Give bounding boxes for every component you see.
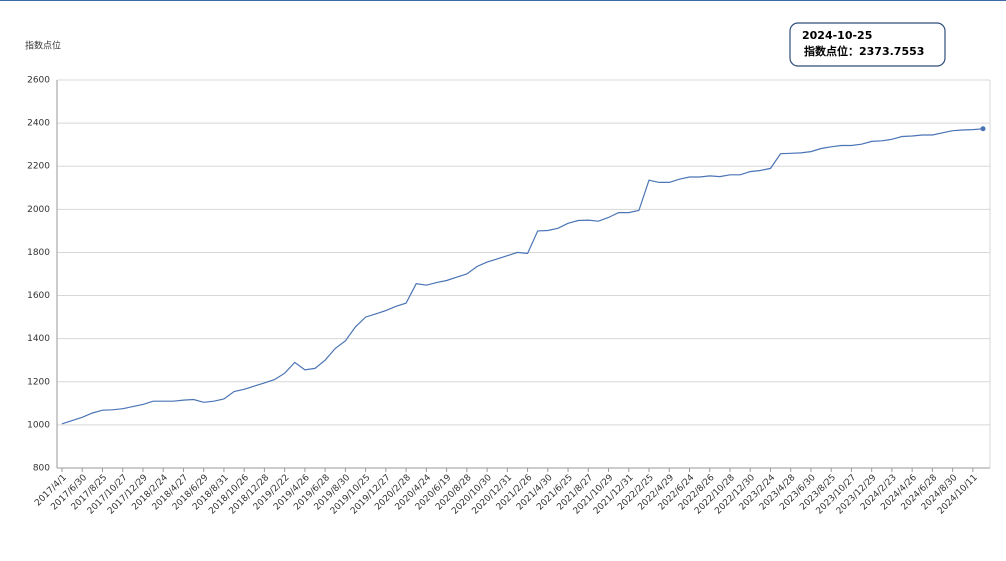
y-tick-label: 1400 [27, 334, 50, 344]
y-tick-label: 2200 [27, 162, 50, 172]
line-series [61, 128, 984, 425]
highlight-point [980, 126, 986, 132]
y-tick-label: 2400 [27, 119, 50, 129]
y-tick-label: 800 [33, 464, 50, 474]
y-tick-label: 1600 [27, 291, 50, 301]
y-tick-label: 1000 [27, 420, 50, 430]
tooltip-date: 2024-10-25 [802, 29, 872, 42]
tooltip-box [789, 22, 946, 67]
y-tick-label: 2000 [27, 205, 50, 215]
tooltip-text: 指数点位：2373.7553 [804, 44, 924, 58]
y-tick-label: 2600 [27, 76, 50, 86]
y-axis-label: 指数点位 [25, 40, 61, 52]
y-tick-label: 1800 [27, 248, 50, 258]
y-tick-label: 1200 [27, 377, 50, 387]
